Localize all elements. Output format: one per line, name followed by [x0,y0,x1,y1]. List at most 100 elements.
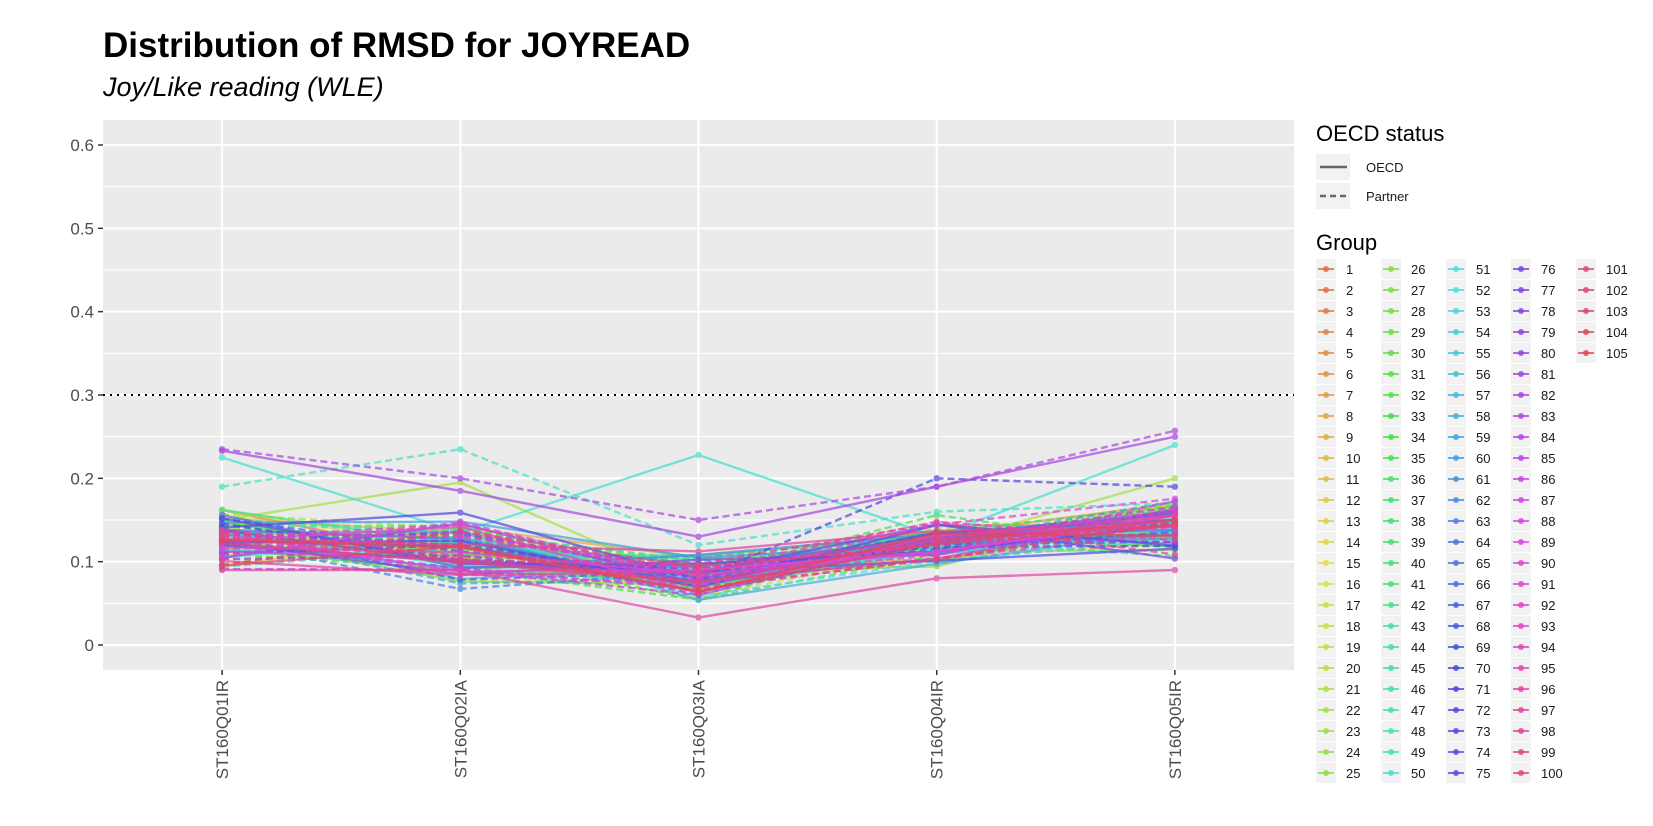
legend-key-point [1388,560,1394,566]
legend-label-group: 97 [1541,703,1555,718]
legend-item-group-81: 81 [1511,364,1555,384]
legend-label-group: 102 [1606,283,1628,298]
series-point-group-102 [695,578,702,585]
legend-key-point [1388,518,1394,524]
legend-key-point [1388,455,1394,461]
legend-key-point [1518,665,1524,671]
legend-label-group: 66 [1476,577,1490,592]
legend-item-group-4: 4 [1316,322,1353,342]
legend-label-group: 84 [1541,430,1555,445]
legend-label-group: 20 [1346,661,1360,676]
legend-key-point [1323,329,1329,335]
legend-label-group: 53 [1476,304,1490,319]
legend-label-group: 26 [1411,262,1425,277]
legend-key-point [1453,707,1459,713]
legend-label-group: 52 [1476,283,1490,298]
legend-item-group-16: 16 [1316,574,1360,594]
legend-key-point [1453,644,1459,650]
legend-item-group-69: 69 [1446,637,1490,657]
legend-key-point [1323,413,1329,419]
legend-key-point [1453,476,1459,482]
legend-label-group: 103 [1606,304,1628,319]
series-point-group-96 [1171,566,1179,574]
legend-item-group-38: 38 [1381,511,1425,531]
legend-label-group: 37 [1411,493,1425,508]
series-line-group-83 [221,429,1176,522]
series-group-83 [218,427,1179,524]
legend-label-group: 32 [1411,388,1425,403]
y-tick-label: 0.4 [70,303,94,322]
legend-label-group: 35 [1411,451,1425,466]
legend-label-group: 73 [1476,724,1490,739]
legend-label-group: 30 [1411,346,1425,361]
legend-key-point [1518,644,1524,650]
legend-label-group: 100 [1541,766,1563,781]
legend-item-group-21: 21 [1316,679,1360,699]
legend-item-group-49: 49 [1381,742,1425,762]
legend-key-point [1388,770,1394,776]
legend-label-group: 2 [1346,283,1353,298]
legend-key-point [1323,539,1329,545]
legend-item-group-51: 51 [1446,259,1490,279]
legend-item-group-99: 99 [1511,742,1555,762]
x-tick-label: ST160Q02IA [451,679,470,778]
series-point-group-96 [457,566,464,574]
legend-key-point [1453,308,1459,314]
legend-key-point [1518,518,1524,524]
legend-key-point [1453,518,1459,524]
legend-item-group-77: 77 [1511,280,1555,300]
legend-item-group-94: 94 [1511,637,1555,657]
legend-item-group-1: 1 [1316,259,1353,279]
legend-item-group-2: 2 [1316,280,1353,300]
legend-label-group: 40 [1411,556,1425,571]
legend-item-group-56: 56 [1446,364,1490,384]
legend-key-point [1323,434,1329,440]
series-point-group-93 [457,521,464,528]
legend-label-group: 38 [1411,514,1425,529]
series-point-group-41 [218,506,226,514]
legend-label-group: 5 [1346,346,1353,361]
legend-key-point [1323,560,1329,566]
series-point-group-104 [933,539,940,547]
legend-item-group-22: 22 [1316,700,1360,720]
legend-item-group-57: 57 [1446,385,1490,405]
legend-label-group: 14 [1346,535,1360,550]
series-point-group-63 [457,585,464,593]
series-point-group-102 [933,555,940,563]
legend-item-group-39: 39 [1381,532,1425,552]
legend-item-group-60: 60 [1446,448,1490,468]
legend-label-group: 10 [1346,451,1360,466]
legend-key-point [1388,623,1394,629]
legend-label-group: 51 [1476,262,1490,277]
legend-key-point [1518,539,1524,545]
x-tick-label: ST160Q05IR [1166,680,1185,779]
legend-label-group: 86 [1541,472,1555,487]
legend-key-point [1388,434,1394,440]
series-point-group-77 [695,556,702,563]
series-point-group-71 [933,475,940,482]
legend-label-group: 74 [1476,745,1490,760]
legend-label-group: 17 [1346,598,1360,613]
series-point-group-98 [695,548,702,555]
legend-key-point [1453,392,1459,398]
legend-key-point [1323,308,1329,314]
legend-label-group: 44 [1411,640,1425,655]
legend-item-group-14: 14 [1316,532,1360,552]
chart-subtitle: Joy/Like reading (WLE) [102,72,384,102]
legend-key-point [1453,329,1459,335]
legend-label-group: 69 [1476,640,1490,655]
legend-label-group: 48 [1411,724,1425,739]
legend-item-group-26: 26 [1381,259,1425,279]
legend-key-point [1323,497,1329,503]
legend-item-group-98: 98 [1511,721,1555,741]
legend-key-point [1518,686,1524,692]
series-point-group-50 [695,451,702,459]
series-point-group-22 [1171,475,1179,482]
legend-label-group: 81 [1541,367,1555,382]
legend-key-point [1323,581,1329,587]
legend-item-group-105: 105 [1576,343,1628,363]
y-tick-label: 0 [85,636,94,655]
legend-item-group-101: 101 [1576,259,1628,279]
legend-key-point [1323,518,1329,524]
legend-item-group-93: 93 [1511,616,1555,636]
